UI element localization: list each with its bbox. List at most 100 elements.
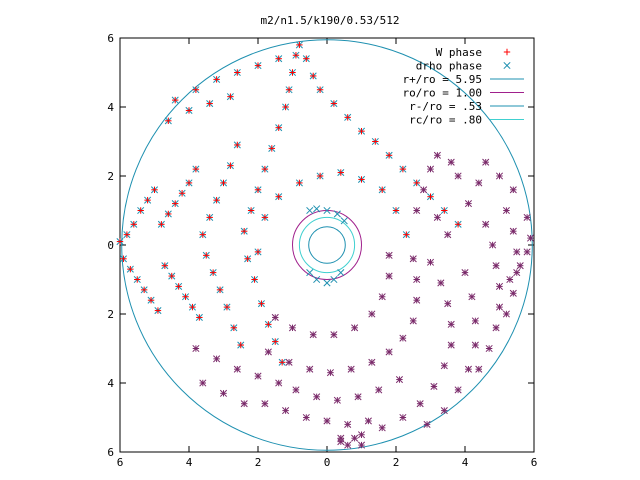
- point-W-phase: [358, 127, 365, 135]
- point-W-phase: [244, 255, 251, 262]
- point-overlap: [464, 365, 473, 373]
- marker-stroke: [337, 269, 345, 277]
- point-overlap: [385, 251, 393, 259]
- point-overlap: [475, 365, 483, 373]
- point-overlap: [357, 431, 366, 439]
- point-W-phase: [213, 76, 220, 83]
- marker-stroke: [489, 241, 497, 249]
- marker-stroke: [506, 275, 514, 284]
- marker-stroke: [313, 275, 321, 284]
- marker-stroke: [454, 386, 462, 394]
- marker-stroke: [409, 317, 417, 325]
- point-overlap: [326, 369, 335, 377]
- point-overlap: [495, 303, 504, 311]
- point-overlap: [344, 441, 352, 449]
- point-overlap: [347, 365, 355, 373]
- point-overlap: [323, 417, 331, 425]
- marker-stroke: [430, 382, 438, 391]
- point-W-phase: [213, 196, 220, 204]
- point-W-phase: [268, 145, 275, 152]
- point-overlap: [509, 227, 517, 235]
- point-W-phase: [220, 179, 227, 187]
- point-W-phase: [130, 221, 137, 228]
- marker-stroke: [219, 389, 228, 397]
- point-W-phase: [192, 165, 200, 173]
- point-overlap: [513, 248, 521, 256]
- point-W-phase: [165, 210, 172, 218]
- point-W-phase: [251, 276, 258, 283]
- marker-stroke: [440, 407, 448, 415]
- point-overlap: [523, 248, 531, 256]
- point-overlap: [357, 441, 366, 449]
- legend-label: ro/ro = 1.00: [403, 87, 482, 100]
- point-W-phase: [379, 186, 386, 193]
- marker-stroke: [495, 172, 504, 180]
- point-W-phase: [172, 96, 179, 104]
- point-overlap: [495, 282, 504, 290]
- point-W-phase: [189, 303, 196, 311]
- marker-stroke: [492, 262, 500, 270]
- marker-stroke: [282, 407, 290, 415]
- point-overlap: [489, 241, 497, 249]
- point-overlap: [409, 255, 417, 263]
- point-W-phase: [441, 207, 448, 214]
- point-overlap: [471, 341, 479, 349]
- point-drho-phase: [330, 275, 338, 284]
- point-overlap: [454, 386, 462, 394]
- legend-marker-sample: [503, 61, 511, 70]
- marker-stroke: [254, 372, 262, 380]
- marker-stroke: [354, 393, 362, 401]
- marker-stroke: [285, 358, 293, 366]
- marker-stroke: [447, 320, 455, 328]
- point-drho-phase: [323, 279, 331, 287]
- marker-stroke: [485, 344, 493, 353]
- point-overlap: [430, 382, 438, 391]
- point-W-phase: [310, 72, 317, 80]
- point-overlap: [454, 172, 462, 180]
- point-overlap: [492, 324, 500, 332]
- marker-stroke: [516, 262, 524, 270]
- marker-stroke: [513, 248, 521, 256]
- point-drho-phase: [313, 205, 321, 213]
- point-W-phase: [258, 300, 265, 307]
- point-W-phase: [120, 255, 127, 262]
- point-W-phase: [154, 307, 162, 314]
- point-drho-phase: [337, 269, 345, 277]
- point-W-phase: [206, 214, 213, 221]
- chart-title: m2/n1.5/k190/0.53/512: [260, 14, 399, 27]
- point-overlap: [513, 269, 521, 277]
- marker-stroke: [375, 386, 383, 394]
- point-overlap: [444, 300, 452, 308]
- point-W-phase: [454, 221, 462, 228]
- point-drho-phase: [313, 275, 321, 284]
- point-overlap: [437, 279, 445, 287]
- marker-stroke: [261, 400, 269, 408]
- marker-stroke: [306, 206, 314, 215]
- marker-stroke: [513, 269, 521, 277]
- point-overlap: [288, 324, 297, 332]
- circle-r+ro: [121, 39, 533, 451]
- point-W-phase: [227, 93, 234, 100]
- point-overlap: [416, 400, 424, 408]
- point-W-phase: [196, 314, 203, 321]
- point-W-phase: [237, 341, 244, 349]
- marker-stroke: [413, 206, 421, 215]
- marker-stroke: [426, 165, 435, 173]
- marker-stroke: [440, 362, 448, 370]
- point-W-phase: [241, 228, 248, 235]
- point-W-phase: [254, 248, 262, 256]
- point-W-phase: [168, 272, 175, 280]
- marker-stroke: [447, 341, 455, 349]
- point-overlap: [447, 158, 455, 166]
- point-overlap: [368, 310, 376, 318]
- point-W-phase: [316, 172, 324, 180]
- point-overlap: [271, 313, 279, 322]
- marker-stroke: [471, 341, 479, 349]
- point-W-phase: [216, 286, 224, 294]
- marker-stroke: [364, 417, 372, 425]
- point-W-phase: [147, 297, 155, 304]
- marker-stroke: [509, 227, 517, 235]
- marker-stroke: [385, 251, 393, 259]
- point-W-phase: [199, 231, 206, 238]
